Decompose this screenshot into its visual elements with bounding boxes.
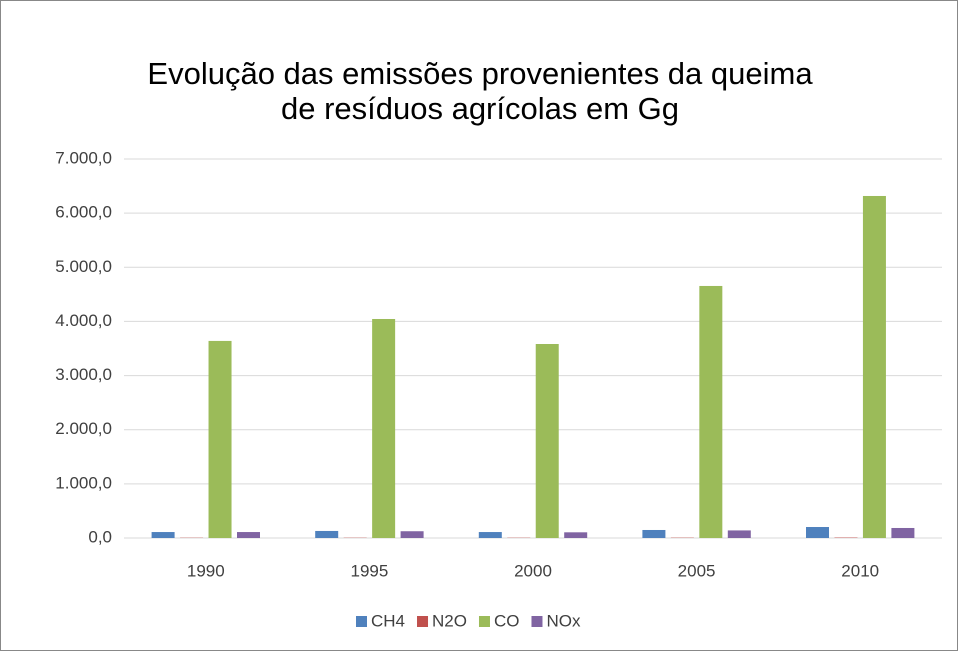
bar: [208, 340, 232, 538]
bar: [891, 527, 915, 538]
y-tick-label: 2.000,0: [55, 419, 112, 438]
x-tick-label: 2005: [678, 561, 716, 580]
bar: [315, 530, 339, 538]
chart-title: de resíduos agrícolas em Gg: [281, 91, 679, 126]
x-tick-label: 2010: [841, 561, 879, 580]
bar: [151, 532, 175, 538]
bar: [478, 532, 502, 538]
legend-swatch: [531, 616, 543, 627]
legend-label: CO: [494, 611, 520, 630]
bar: [699, 285, 723, 538]
bar: [535, 344, 559, 538]
bar: [236, 532, 260, 538]
legend-swatch: [356, 616, 367, 627]
x-tick-label: 1990: [187, 561, 225, 580]
bar: [806, 527, 830, 538]
y-tick-label: 3.000,0: [55, 365, 112, 384]
legend-label: NOx: [546, 611, 581, 630]
chart-title: Evolução das emissões provenientes da qu…: [147, 56, 813, 91]
x-tick-label: 2000: [514, 561, 552, 580]
legend-swatch: [417, 616, 429, 627]
bar: [727, 530, 751, 538]
y-tick-label: 4.000,0: [55, 311, 112, 330]
bar: [372, 318, 396, 538]
bar: [862, 195, 886, 539]
bar: [564, 532, 588, 538]
y-tick-label: 0,0: [88, 527, 112, 546]
legend-label: CH4: [371, 611, 405, 630]
y-tick-label: 7.000,0: [55, 148, 112, 167]
bar: [400, 531, 424, 538]
y-tick-label: 6.000,0: [55, 203, 112, 222]
legend-label: N2O: [432, 611, 467, 630]
x-tick-label: 1995: [350, 561, 388, 580]
y-tick-label: 5.000,0: [55, 257, 112, 276]
legend-swatch: [478, 616, 490, 627]
y-tick-label: 1.000,0: [55, 473, 112, 492]
bar: [642, 529, 666, 538]
